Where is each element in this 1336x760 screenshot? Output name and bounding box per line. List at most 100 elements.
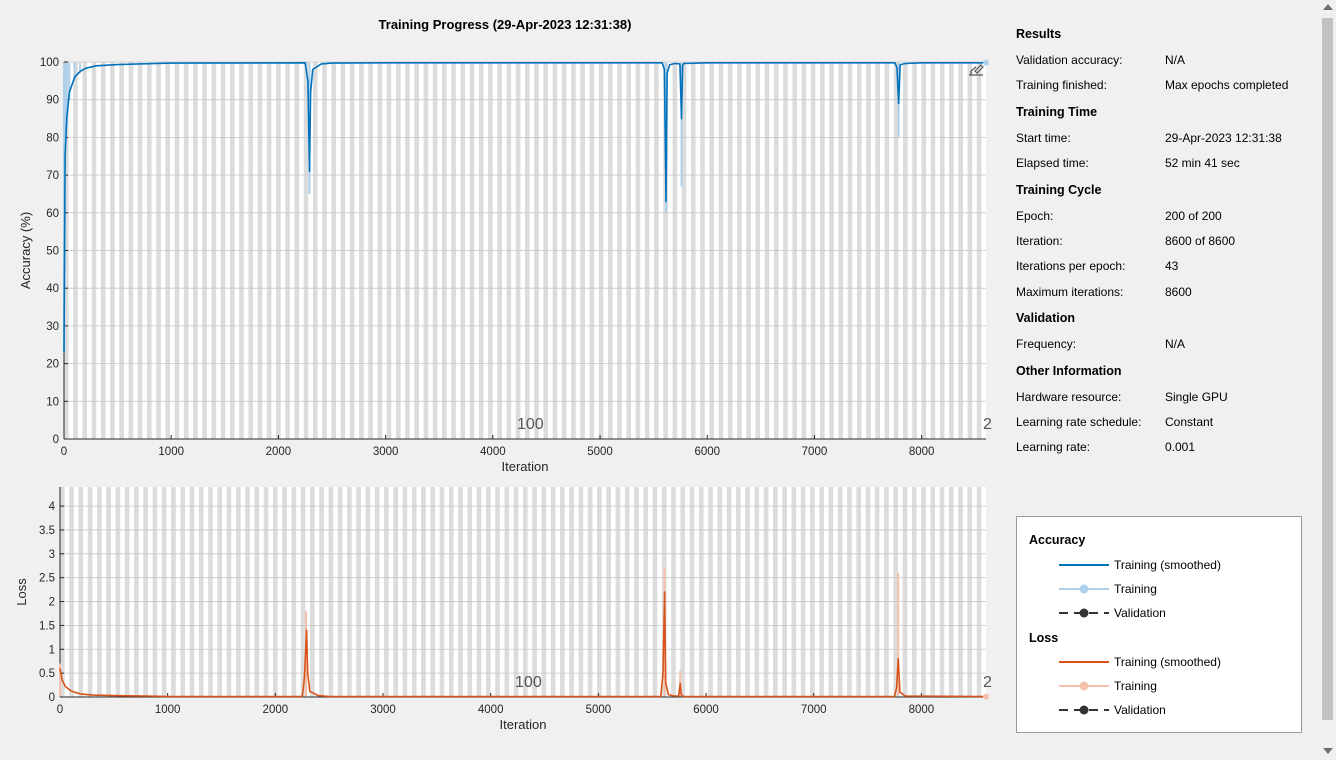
epoch-band	[235, 487, 241, 697]
epoch-band	[828, 487, 834, 697]
hardware-resource-label: Hardware resource:	[1016, 390, 1122, 404]
y-tick-label: 0.5	[39, 668, 55, 680]
epoch-band	[263, 487, 269, 697]
legend-acc-smoothed-label: Training (smoothed)	[1114, 558, 1221, 572]
epoch-band	[152, 487, 158, 697]
epoch-band	[393, 487, 398, 697]
y-tick-label: 2	[49, 597, 55, 609]
epoch-marker-label: 2	[983, 674, 992, 691]
validation-accuracy-label: Validation accuracy:	[1016, 53, 1123, 67]
legend-loss-validation-label: Validation	[1114, 703, 1166, 717]
epoch-band	[384, 487, 389, 697]
legend-loss-smoothed-label: Training (smoothed)	[1114, 655, 1221, 669]
epoch-band	[680, 487, 686, 697]
epoch-band	[578, 487, 584, 697]
epoch-band	[819, 487, 824, 697]
x-tick-label: 2000	[263, 704, 289, 716]
epoch-band	[300, 487, 306, 697]
y-tick-label: 0	[49, 692, 55, 704]
epoch-band	[347, 487, 352, 697]
epoch-band	[476, 487, 482, 697]
legend: Accuracy Training (smoothed) Training Va…	[1016, 516, 1302, 733]
epoch-band	[698, 487, 704, 697]
x-tick-label: 7000	[801, 704, 827, 716]
epoch-band	[689, 487, 695, 697]
elapsed-time-value: 52 min 41 sec	[1165, 156, 1240, 170]
epoch-band	[893, 487, 899, 697]
epoch-band	[448, 487, 454, 697]
epoch-band	[374, 487, 380, 697]
x-tick-label: 3000	[370, 704, 396, 716]
epoch-band	[337, 487, 343, 697]
scrollbar-thumb[interactable]	[1322, 18, 1333, 720]
epoch-band	[319, 487, 324, 697]
epoch-band	[485, 487, 491, 697]
epoch-band	[161, 487, 167, 697]
y-tick-label: 60	[46, 208, 59, 220]
learning-rate-schedule-label: Learning rate schedule:	[1016, 415, 1142, 429]
legend-loss-heading: Loss	[1029, 631, 1059, 645]
scroll-down-arrow-icon[interactable]	[1323, 748, 1333, 754]
epoch-band	[597, 487, 602, 697]
epoch-band	[939, 487, 945, 697]
epoch-value: 200 of 200	[1165, 209, 1222, 223]
loss-chart: 0 0.5 1 1.5 2 2.5 3 3.5 4 0 1000 2000 3000 4000 5000 60…	[14, 487, 992, 732]
start-time-label: Start time:	[1016, 131, 1071, 145]
x-tick-label: 4000	[480, 446, 506, 458]
training-time-heading: Training Time	[1016, 105, 1098, 119]
frequency-value: N/A	[1165, 337, 1186, 351]
epoch-band	[523, 487, 528, 697]
epoch-band	[958, 487, 963, 697]
epoch-band	[921, 487, 926, 697]
legend-loss-training-label: Training	[1114, 679, 1157, 693]
y-tick-label: 20	[46, 359, 59, 371]
epoch-band	[115, 487, 121, 697]
vertical-scrollbar[interactable]	[1320, 0, 1336, 760]
x-tick-label: 2000	[266, 446, 292, 458]
y-tick-label: 0	[53, 434, 59, 446]
x-tick-label: 6000	[693, 704, 719, 716]
epoch-band	[495, 487, 500, 697]
epoch-band	[967, 487, 973, 697]
epoch-band	[773, 487, 778, 697]
y-tick-label: 10	[46, 396, 59, 408]
validation-heading: Validation	[1016, 311, 1076, 325]
epoch-marker-label: 100	[517, 416, 544, 433]
y-tick-label: 80	[46, 132, 59, 144]
epoch-band	[365, 487, 371, 697]
epoch-band	[189, 487, 195, 697]
epoch-band	[911, 487, 917, 697]
x-tick-label: 5000	[586, 704, 612, 716]
y-tick-label: 1.5	[39, 620, 55, 632]
iterations-per-epoch-label: Iterations per epoch:	[1016, 259, 1126, 273]
epoch-band	[652, 487, 658, 697]
x-tick-label: 4000	[478, 704, 504, 716]
epoch-marker-label: 100	[515, 674, 542, 691]
y-tick-label: 3.5	[39, 525, 55, 537]
export-button[interactable]	[966, 60, 986, 78]
y-tick-label: 50	[46, 246, 59, 258]
y-tick-label: 3	[49, 549, 55, 561]
training-cycle-heading: Training Cycle	[1016, 183, 1102, 197]
x-tick-label: 5000	[587, 446, 613, 458]
y-tick-label: 90	[46, 95, 59, 107]
scroll-up-arrow-icon[interactable]	[1323, 4, 1333, 10]
epoch-band	[282, 487, 287, 697]
epoch-band	[291, 487, 297, 697]
epoch-band	[550, 487, 556, 697]
maximum-iterations-value: 8600	[1165, 285, 1192, 299]
x-tick-label: 8000	[909, 446, 935, 458]
epoch-band	[930, 487, 936, 697]
learning-rate-label: Learning rate:	[1016, 440, 1091, 454]
epoch-band	[837, 487, 843, 697]
epoch-band	[87, 487, 93, 697]
learning-rate-value: 0.001	[1165, 440, 1196, 454]
chart-title: Training Progress (29-Apr-2023 12:31:38)	[378, 17, 632, 32]
epoch-band	[217, 487, 223, 697]
epoch-band	[134, 487, 139, 697]
other-information-heading: Other Information	[1016, 364, 1122, 378]
epoch-band	[513, 487, 519, 697]
y-axis-label: Accuracy (%)	[18, 212, 33, 289]
epoch-marker-label: 2	[983, 416, 992, 433]
